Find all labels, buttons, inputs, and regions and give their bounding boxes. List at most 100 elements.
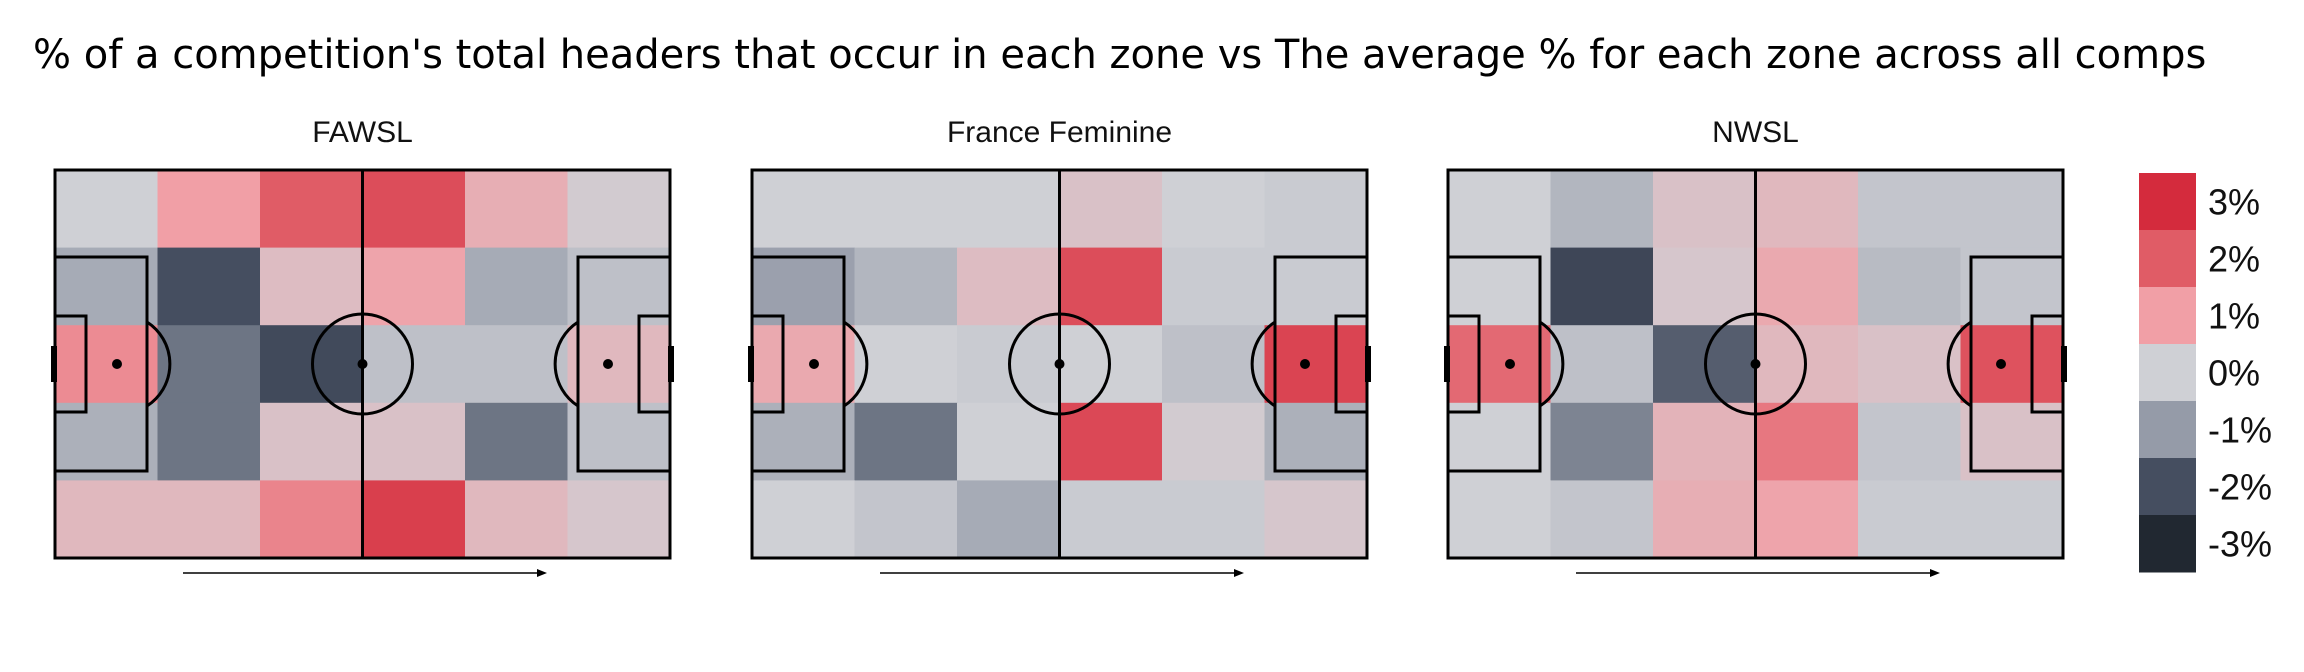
heatmap-cell: [752, 402, 855, 481]
heatmap-cell: [1960, 247, 2064, 326]
heatmap-cell: [1059, 480, 1163, 559]
heatmap-cell: [362, 247, 466, 326]
centre-spot: [1750, 359, 1761, 369]
heatmap-cell: [55, 170, 158, 249]
penalty-spot-right: [1300, 359, 1310, 369]
penalty-arc-right: [1946, 320, 1972, 408]
heatmap-cell: [1448, 247, 1551, 326]
heatmap-cell: [55, 480, 158, 559]
heatmap-cell: [1162, 402, 1265, 481]
heatmap-cell: [1059, 402, 1163, 481]
heatmap-cell: [1653, 480, 1756, 559]
heatmap-cell: [854, 325, 958, 404]
heatmap-cell: [567, 325, 671, 404]
panel-title: FAWSL: [312, 116, 413, 149]
heatmap-cell: [157, 480, 261, 559]
heatmap-cell: [752, 170, 855, 249]
heatmap-cell: [260, 402, 363, 481]
heatmap-cell: [55, 247, 158, 326]
heatmap-cell: [55, 402, 158, 481]
heatmap-cell: [1162, 170, 1265, 249]
heatmap-cell: [1653, 170, 1756, 249]
heatmap-cell: [854, 247, 958, 326]
heatmap-cell: [465, 170, 568, 249]
heatmap-cell: [362, 325, 466, 404]
heatmap-cell: [854, 480, 958, 559]
arrow-head: [1234, 569, 1244, 577]
colorbar-label: -1%: [2208, 410, 2272, 451]
heatmap-cell: [752, 325, 855, 404]
centre-spot: [1054, 359, 1065, 369]
heatmap-cell: [1264, 247, 1368, 326]
heatmap-cell: [1858, 480, 1961, 559]
heatmap-cell: [362, 170, 466, 249]
heatmap-cell: [1550, 480, 1654, 559]
heatmap-cell: [567, 480, 671, 559]
heatmap-cell: [1858, 247, 1961, 326]
penalty-spot-right: [603, 359, 613, 369]
penalty-arc-left: [843, 320, 869, 408]
penalty-arc-right: [553, 320, 579, 408]
colorbar-swatch: [2139, 173, 2196, 231]
heatmap-cell: [1755, 247, 1859, 326]
heatmap-cell: [957, 402, 1060, 481]
heatmap-cell: [854, 170, 958, 249]
heatmap-cell: [1858, 325, 1961, 404]
heatmap-cell: [957, 480, 1060, 559]
heatmap-cell: [1059, 247, 1163, 326]
colorbar-label: -3%: [2208, 524, 2272, 565]
heatmap-cell: [1653, 402, 1756, 481]
colorbar-swatch: [2139, 401, 2196, 459]
colorbar-swatch: [2139, 515, 2196, 573]
heatmap-cell: [157, 325, 261, 404]
heatmap-cell: [1550, 247, 1654, 326]
heatmap-cell: [1858, 170, 1961, 249]
heatmap-cell: [465, 480, 568, 559]
heatmap-cell: [260, 170, 363, 249]
heatmap-cell: [854, 402, 958, 481]
penalty-spot-right: [1996, 359, 2006, 369]
colorbar-swatch: [2139, 230, 2196, 288]
heatmap-cell: [1448, 170, 1551, 249]
heatmap-cell: [362, 480, 466, 559]
heatmap-cell: [752, 247, 855, 326]
heatmap-cell: [157, 402, 261, 481]
heatmap-cell: [1264, 480, 1368, 559]
heatmap-cell: [1162, 247, 1265, 326]
heatmap-cell: [1755, 402, 1859, 481]
heatmap-cell: [1264, 402, 1368, 481]
colorbar-label: 2%: [2208, 239, 2260, 280]
heatmap-cell: [362, 402, 466, 481]
heatmap-cell: [1162, 325, 1265, 404]
colorbar-label: 3%: [2208, 182, 2260, 223]
heatmap-cell: [1550, 402, 1654, 481]
centre-circle: [311, 312, 414, 416]
colorbar-swatch: [2139, 287, 2196, 345]
heatmap-cell: [260, 480, 363, 559]
colorbar-label: 0%: [2208, 353, 2260, 394]
centre-spot: [357, 359, 368, 369]
penalty-spot-left: [1505, 359, 1515, 369]
penalty-arc-right: [1250, 320, 1276, 408]
heatmap-cell: [1264, 170, 1368, 249]
heatmap-cell: [1059, 325, 1163, 404]
heatmap-cell: [1960, 325, 2064, 404]
heatmap-cell: [157, 247, 261, 326]
colorbar-label: 1%: [2208, 296, 2260, 337]
heatmap-cell: [1755, 325, 1859, 404]
penalty-arc-left: [1539, 320, 1565, 408]
heatmap-cell: [1858, 402, 1961, 481]
colorbar-label: -2%: [2208, 467, 2272, 508]
heatmap-cell: [1653, 247, 1756, 326]
heatmap-cell: [1264, 325, 1368, 404]
arrow-head: [537, 569, 547, 577]
heatmap-cell: [957, 247, 1060, 326]
heatmap-cell: [465, 402, 568, 481]
colorbar-swatch: [2139, 344, 2196, 402]
heatmap-cell: [1960, 170, 2064, 249]
pitch-panel: NWSL: [1444, 116, 2067, 577]
heatmap-cell: [1448, 402, 1551, 481]
panel-title: NWSL: [1712, 116, 1799, 149]
centre-circle: [1008, 312, 1111, 416]
